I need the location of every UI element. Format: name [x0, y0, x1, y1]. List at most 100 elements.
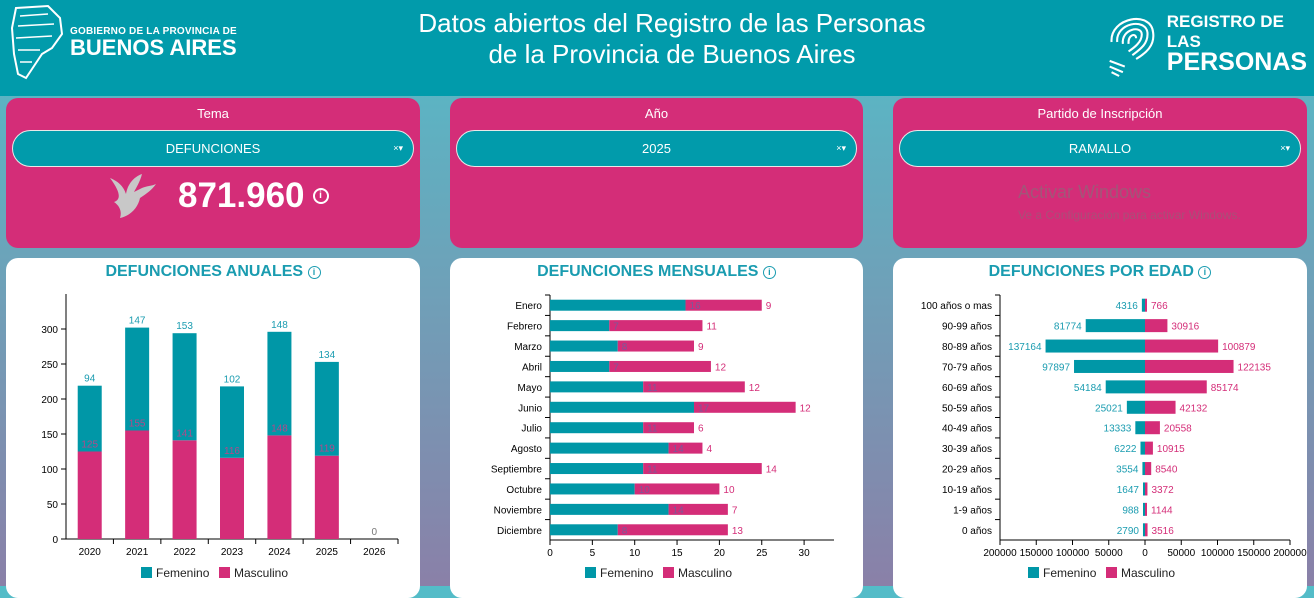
y-tick-label: Junio	[518, 403, 542, 414]
info-icon[interactable]: i	[307, 266, 321, 279]
tema-select[interactable]: DEFUNCIONES ×▾	[12, 130, 414, 167]
x-tick-label: 200000	[1273, 548, 1307, 559]
bar-femenino	[1141, 298, 1145, 312]
clear-dropdown-icon[interactable]: ×▾	[393, 143, 403, 153]
select-value: 2025	[642, 141, 671, 156]
y-tick-label: 50-59 años	[942, 403, 992, 414]
y-tick-label: 20-29 años	[942, 465, 992, 476]
bar-femenino	[1140, 441, 1145, 455]
registro-logo[interactable]: REGISTRO DE LAS PERSONAS	[1104, 2, 1314, 82]
bar-masculino	[643, 422, 694, 434]
anio-select[interactable]: 2025 ×▾	[456, 130, 857, 167]
data-label-femenino: 11	[647, 465, 658, 476]
data-label-masculino: 11	[706, 322, 717, 333]
info-icon[interactable]: i	[762, 266, 776, 279]
bar-femenino	[1142, 462, 1145, 476]
bar-masculino	[172, 440, 197, 539]
chart-card-edad: DEFUNCIONES POR EDAD i 200000 150000 10000…	[893, 258, 1307, 598]
x-tick-label: 50000	[1167, 548, 1195, 559]
x-tick-label: 2022	[173, 547, 196, 558]
y-tick-label: Diciembre	[497, 526, 542, 537]
data-label-masculino: 148	[271, 423, 288, 434]
bar-femenino	[550, 463, 644, 475]
y-tick-label: Septiembre	[491, 465, 543, 476]
bar-femenino	[550, 524, 618, 536]
bar-femenino	[1135, 421, 1145, 435]
partido-select[interactable]: RAMALLO ×▾	[899, 130, 1301, 167]
data-label-femenino: 147	[129, 316, 146, 327]
bar-femenino	[550, 503, 669, 515]
y-tick-label: 50	[47, 500, 59, 511]
bar-masculino	[693, 401, 796, 413]
y-tick-label: Mayo	[518, 383, 543, 394]
watermark-sub: Ve a Configuración para activar Windows.	[1018, 208, 1241, 222]
legend-label-femenino: Femenino	[1043, 566, 1097, 580]
legend-swatch-femenino	[585, 567, 596, 578]
select-value: DEFUNCIONES	[165, 141, 261, 156]
bar-femenino	[1074, 359, 1145, 373]
y-tick-label: Febrero	[507, 322, 542, 333]
legend-swatch-masculino	[219, 567, 230, 578]
y-tick-label: 0 años	[962, 526, 992, 537]
data-label-masculino: 10915	[1157, 444, 1185, 455]
data-label-femenino: 137164	[1008, 342, 1042, 353]
x-tick-label: 150000	[1020, 548, 1054, 559]
bar-masculino	[668, 442, 703, 454]
chart-title: DEFUNCIONES ANUALES i	[6, 263, 420, 281]
data-label-masculino: 125	[81, 440, 98, 451]
data-label-masculino: 3516	[1152, 526, 1175, 537]
x-tick-label: 0	[547, 548, 553, 559]
bar-masculino	[314, 455, 339, 539]
chart-title-text: DEFUNCIONES POR EDAD	[988, 263, 1194, 280]
data-label-femenino: 11	[647, 424, 658, 435]
bar-masculino	[1145, 298, 1147, 312]
bar-masculino	[1145, 359, 1234, 373]
legend-swatch-femenino	[1028, 567, 1039, 578]
data-label-femenino: 11	[647, 383, 658, 394]
data-label-femenino: 7	[613, 322, 619, 333]
data-label-masculino: 10	[723, 485, 735, 496]
registro-text-2: PERSONAS	[1166, 48, 1308, 76]
header: GOBIERNO DE LA PROVINCIA DE BUENOS AIRES…	[0, 0, 1314, 96]
data-label-masculino: 12	[715, 362, 727, 373]
data-label-femenino: 8	[622, 526, 628, 537]
bar-femenino	[1143, 482, 1145, 496]
bar-masculino	[77, 451, 102, 539]
legend-swatch-masculino	[663, 567, 674, 578]
watermark: Activar Windows	[1018, 182, 1152, 202]
x-tick-label: 10	[629, 548, 641, 559]
bar-masculino	[634, 483, 720, 495]
annual-chart: 0 50 100 150 200 250 300 2020 125 94 2021 155 147 202…	[41, 294, 399, 580]
bar-masculino	[1145, 380, 1207, 394]
info-icon[interactable]: i	[312, 188, 329, 204]
y-tick-label: 10-19 años	[942, 485, 992, 496]
y-tick-label: 0	[52, 535, 58, 546]
y-tick-label: Abril	[522, 362, 542, 373]
bar-masculino	[685, 299, 762, 311]
filter-card-partido: Partido de Inscripción RAMALLO ×▾	[893, 98, 1307, 248]
fingerprint-icon	[1109, 17, 1155, 77]
chart-title-text: DEFUNCIONES ANUALES	[105, 263, 304, 280]
filter-label: Partido de Inscripción	[1037, 106, 1163, 121]
bar-femenino	[550, 299, 686, 311]
bar-femenino	[1045, 339, 1145, 353]
clear-dropdown-icon[interactable]: ×▾	[1280, 143, 1290, 153]
bar-femenino	[550, 381, 644, 393]
info-icon[interactable]: i	[1198, 266, 1212, 279]
gobierno-logo[interactable]: GOBIERNO DE LA PROVINCIA DE BUENOS AIRES	[8, 4, 237, 80]
y-tick-label: 70-79 años	[942, 362, 992, 373]
bar-femenino	[1142, 523, 1145, 537]
x-tick-label: 200000	[983, 548, 1017, 559]
legend-swatch-masculino	[1106, 567, 1117, 578]
data-label-masculino: 141	[176, 428, 193, 439]
x-tick-label: 2023	[221, 547, 244, 558]
data-label-masculino: 119	[319, 444, 335, 455]
bar-femenino	[220, 386, 244, 458]
clear-dropdown-icon[interactable]: ×▾	[836, 143, 846, 153]
data-label-masculino: 30916	[1171, 322, 1199, 333]
y-tick-label: 200	[41, 395, 58, 406]
data-label-masculino: 8540	[1155, 465, 1178, 476]
x-tick-label: 15	[671, 548, 683, 559]
bar-masculino	[1145, 421, 1160, 435]
y-tick-label: 150	[41, 430, 58, 441]
